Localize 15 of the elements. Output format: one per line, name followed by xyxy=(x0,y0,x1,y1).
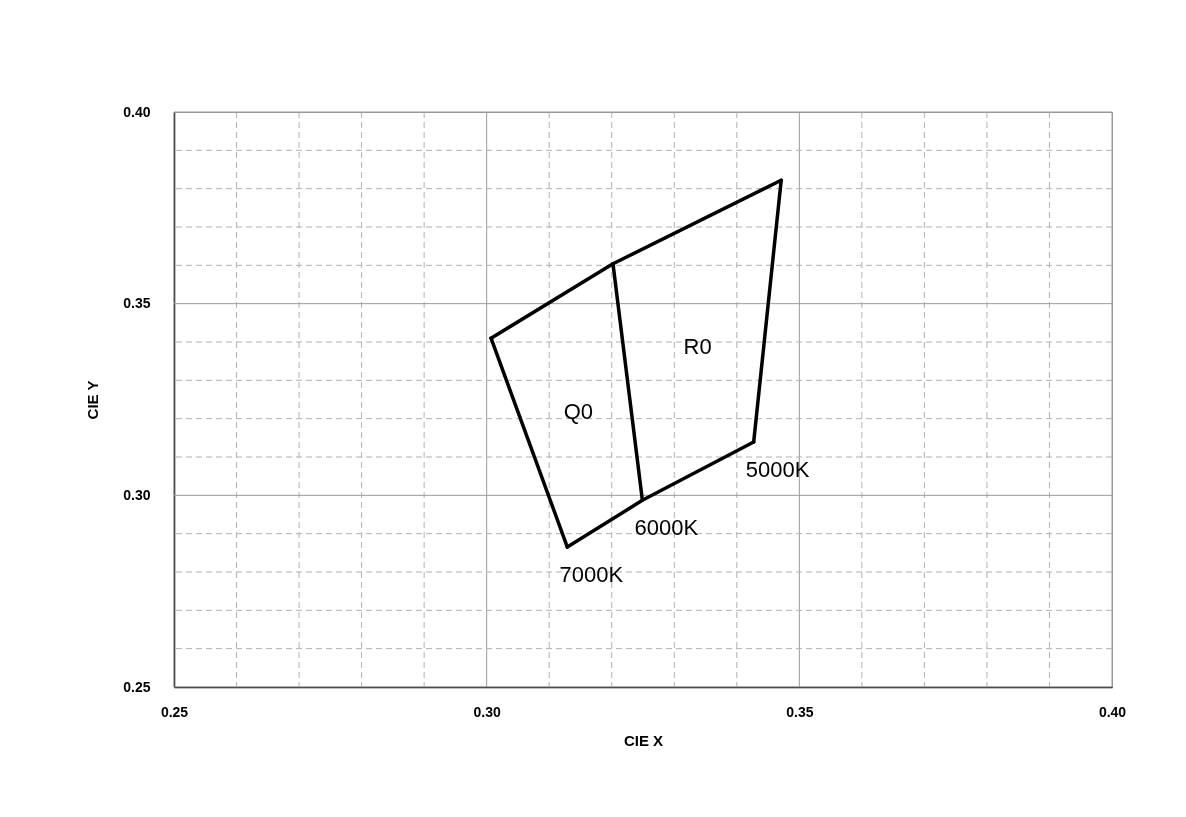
annotation: 7000K xyxy=(559,562,624,588)
annotation: R0 xyxy=(683,333,712,359)
y-tick-label: 0.40 xyxy=(123,103,151,120)
x-tick-label: 0.40 xyxy=(1098,703,1127,720)
annotation: 6000K xyxy=(634,515,699,541)
y-axis-title: CIE Y xyxy=(84,380,102,420)
annotation: Q0 xyxy=(563,399,594,425)
x-tick-label: 0.30 xyxy=(473,703,501,720)
y-tick-label: 0.25 xyxy=(123,678,151,695)
annotation: 5000K xyxy=(745,457,810,483)
y-tick-label: 0.30 xyxy=(123,486,151,503)
x-tick-label: 0.25 xyxy=(160,703,189,720)
x-tick-label: 0.35 xyxy=(786,703,814,720)
x-axis-title: CIE X xyxy=(623,731,664,749)
y-tick-label: 0.35 xyxy=(123,295,151,312)
